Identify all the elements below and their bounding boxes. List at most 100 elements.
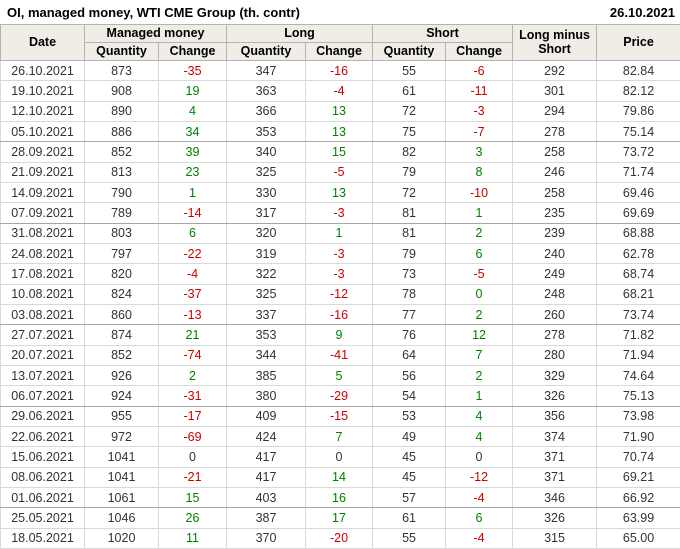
cell-mm-change: 4 <box>159 101 227 121</box>
cell-long-quantity: 353 <box>227 325 306 345</box>
cell-long-change: 9 <box>306 325 373 345</box>
cell-short-quantity: 81 <box>373 203 446 223</box>
cell-short-change: 12 <box>446 325 513 345</box>
cell-long-minus-short: 246 <box>513 162 597 182</box>
col-group-short: Short <box>373 25 513 43</box>
cell-short-quantity: 81 <box>373 223 446 243</box>
cell-long-change: -3 <box>306 264 373 284</box>
cell-short-quantity: 79 <box>373 162 446 182</box>
cell-mm-change: -35 <box>159 61 227 81</box>
cell-mm-change: 11 <box>159 528 227 548</box>
cell-long-quantity: 370 <box>227 528 306 548</box>
cell-short-quantity: 77 <box>373 304 446 324</box>
cell-price: 71.94 <box>597 345 680 365</box>
cell-date: 18.05.2021 <box>1 528 85 548</box>
cell-long-change: -29 <box>306 386 373 406</box>
cell-mm-change: -31 <box>159 386 227 406</box>
cell-short-change: 8 <box>446 162 513 182</box>
cell-date: 10.08.2021 <box>1 284 85 304</box>
col-group-managed-money: Managed money <box>85 25 227 43</box>
cell-mm-change: -17 <box>159 406 227 426</box>
cell-price: 69.21 <box>597 467 680 487</box>
cell-short-change: 2 <box>446 223 513 243</box>
cell-short-change: -4 <box>446 528 513 548</box>
cell-long-minus-short: 249 <box>513 264 597 284</box>
cell-long-minus-short: 258 <box>513 182 597 202</box>
cell-mm-quantity: 789 <box>85 203 159 223</box>
cell-long-change: 14 <box>306 467 373 487</box>
cell-date: 12.10.2021 <box>1 101 85 121</box>
cell-long-quantity: 317 <box>227 203 306 223</box>
col-header-date: Date <box>1 25 85 61</box>
cell-price: 62.78 <box>597 243 680 263</box>
cell-long-minus-short: 258 <box>513 142 597 162</box>
page-title: OI, managed money, WTI CME Group (th. co… <box>7 5 300 20</box>
cell-long-change: -16 <box>306 61 373 81</box>
cell-long-minus-short: 260 <box>513 304 597 324</box>
cell-short-change: -11 <box>446 81 513 101</box>
cell-short-quantity: 53 <box>373 406 446 426</box>
cell-short-change: -12 <box>446 467 513 487</box>
cell-short-change: 0 <box>446 447 513 467</box>
cell-mm-quantity: 813 <box>85 162 159 182</box>
cell-short-change: 4 <box>446 426 513 446</box>
cell-short-quantity: 61 <box>373 81 446 101</box>
cell-price: 73.72 <box>597 142 680 162</box>
cell-long-minus-short: 315 <box>513 528 597 548</box>
cell-price: 63.99 <box>597 508 680 528</box>
cell-short-change: -10 <box>446 182 513 202</box>
cell-long-change: 5 <box>306 365 373 385</box>
cell-mm-change: 26 <box>159 508 227 528</box>
cell-long-change: 13 <box>306 101 373 121</box>
cell-short-quantity: 56 <box>373 365 446 385</box>
cell-long-minus-short: 356 <box>513 406 597 426</box>
cell-short-change: 6 <box>446 243 513 263</box>
cell-mm-change: -21 <box>159 467 227 487</box>
cell-price: 73.74 <box>597 304 680 324</box>
col-header-mm-quantity: Quantity <box>85 43 159 61</box>
cell-mm-quantity: 790 <box>85 182 159 202</box>
cell-long-minus-short: 239 <box>513 223 597 243</box>
cell-short-quantity: 75 <box>373 121 446 141</box>
cell-long-quantity: 403 <box>227 487 306 507</box>
cell-date: 31.08.2021 <box>1 223 85 243</box>
cell-mm-quantity: 803 <box>85 223 159 243</box>
cell-long-change: 13 <box>306 182 373 202</box>
col-group-long: Long <box>227 25 373 43</box>
cell-mm-quantity: 908 <box>85 81 159 101</box>
cell-date: 08.06.2021 <box>1 467 85 487</box>
cell-long-minus-short: 278 <box>513 121 597 141</box>
cell-short-quantity: 57 <box>373 487 446 507</box>
cell-long-quantity: 319 <box>227 243 306 263</box>
cell-long-minus-short: 280 <box>513 345 597 365</box>
cell-long-minus-short: 240 <box>513 243 597 263</box>
cell-date: 13.07.2021 <box>1 365 85 385</box>
cell-date: 01.06.2021 <box>1 487 85 507</box>
cell-short-change: 1 <box>446 386 513 406</box>
cell-mm-change: -69 <box>159 426 227 446</box>
cell-mm-change: 19 <box>159 81 227 101</box>
cell-long-change: -20 <box>306 528 373 548</box>
table-header: Date Managed money Long Short Long minus… <box>1 25 680 61</box>
cell-long-quantity: 347 <box>227 61 306 81</box>
cell-long-change: -15 <box>306 406 373 426</box>
cell-short-quantity: 54 <box>373 386 446 406</box>
cell-date: 03.08.2021 <box>1 304 85 324</box>
cell-long-quantity: 409 <box>227 406 306 426</box>
cell-long-quantity: 366 <box>227 101 306 121</box>
cell-mm-change: 0 <box>159 447 227 467</box>
cell-short-change: 2 <box>446 304 513 324</box>
cell-mm-quantity: 890 <box>85 101 159 121</box>
cell-mm-quantity: 886 <box>85 121 159 141</box>
cell-price: 68.88 <box>597 223 680 243</box>
cell-price: 70.74 <box>597 447 680 467</box>
